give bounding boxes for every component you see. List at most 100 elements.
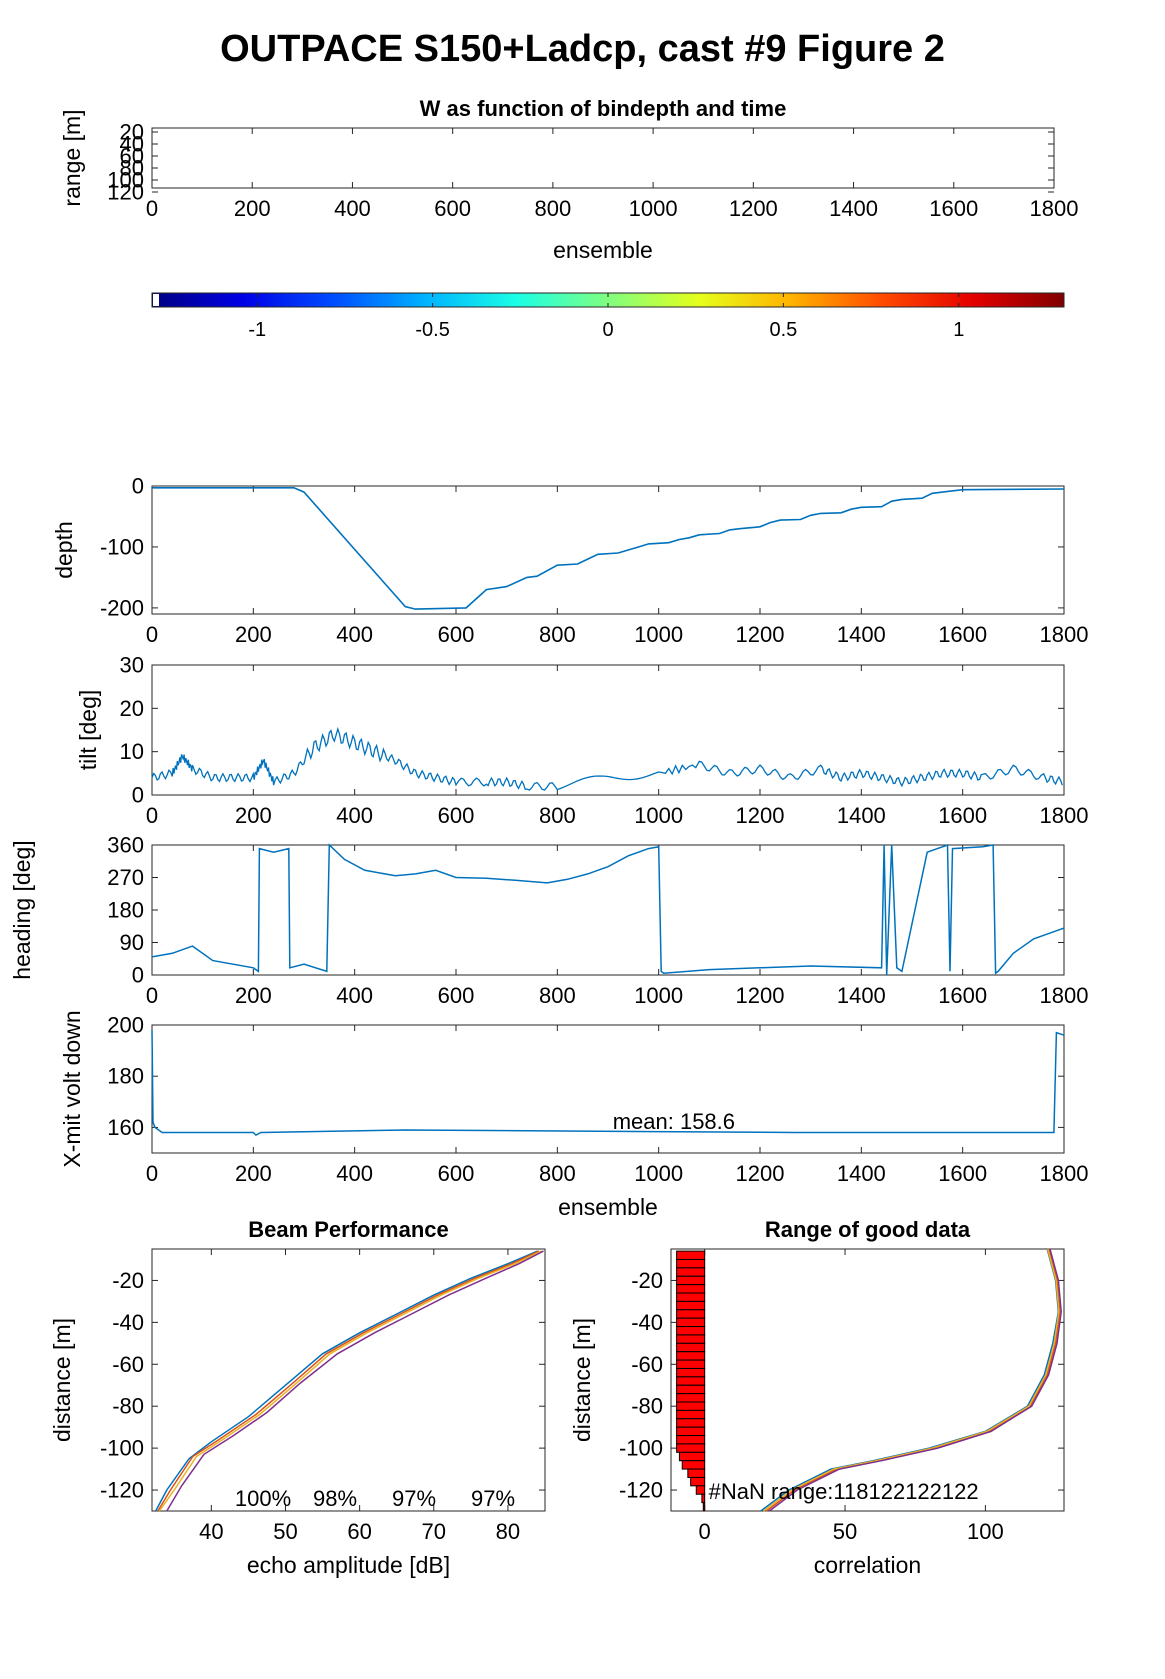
tilt-xtick-label: 800 [539, 803, 576, 828]
range_good_data-ytick-label: -80 [631, 1394, 663, 1419]
colorbar-tick-label: 0 [602, 319, 613, 341]
w_image-xtick-label: 400 [334, 196, 371, 221]
tilt-series-line [151, 726, 1063, 791]
good-data-bar [676, 1326, 706, 1336]
good-data-bar [676, 1443, 706, 1453]
tilt-xtick-label: 1600 [938, 803, 987, 828]
good-data-bar [676, 1393, 706, 1403]
range_good_data-ylabel: distance [m] [569, 1318, 595, 1442]
heading-xtick-label: 1400 [837, 983, 886, 1008]
w_image-ytick-label: 80 [120, 156, 144, 181]
heading-xtick-label: 0 [146, 983, 158, 1008]
good-data-bar [676, 1250, 706, 1260]
good-data-bar [676, 1359, 706, 1369]
tilt-ytick-label: 10 [120, 739, 144, 764]
beam-percent-label-1: 100% [235, 1486, 291, 1511]
good-data-bar [676, 1292, 706, 1302]
xmit_volt-xtick-label: 1000 [634, 1161, 683, 1186]
w_image-xtick-label: 1600 [929, 196, 978, 221]
range_good_data-xtick-label: 50 [833, 1519, 857, 1544]
beam_performance-ylabel: distance [m] [49, 1318, 75, 1442]
depth-xtick-label: 400 [336, 622, 373, 647]
good-data-bar [681, 1460, 706, 1470]
xmit-mean-annotation: mean: 158.6 [613, 1109, 735, 1134]
good-data-bar [676, 1300, 706, 1311]
beam_performance-xtick-label: 80 [496, 1519, 520, 1544]
good-data-bar [676, 1284, 706, 1294]
tilt-ytick-label: 0 [132, 783, 144, 808]
depth-plot-area [151, 485, 1065, 615]
range_good_data-xlabel: correlation [814, 1552, 921, 1578]
range_good_data-ytick-label: -100 [619, 1436, 663, 1461]
range_good_data-ytick-label: -120 [619, 1478, 663, 1503]
xmit_volt-xlabel: ensemble [558, 1194, 658, 1220]
good-data-bar [676, 1351, 706, 1361]
nan-range-annotation: #NaN range:118122122122 [709, 1479, 979, 1504]
good-data-bar [676, 1435, 706, 1445]
beam-percent-label-3: 97% [392, 1486, 436, 1511]
w_image-ytick-label: 100 [107, 168, 144, 193]
w_image-xlabel: ensemble [553, 237, 653, 263]
heading-xtick-label: 400 [336, 983, 373, 1008]
w_image-xtick-label: 1400 [829, 196, 878, 221]
beam-series-4 [166, 1250, 544, 1512]
colorbar-tick-label: 0.5 [769, 319, 797, 341]
w_image-xtick-label: 1200 [729, 196, 778, 221]
depth-xtick-label: 200 [235, 622, 272, 647]
colorbar-tick-label: -1 [248, 319, 266, 341]
colorbar-tick-label: -0.5 [415, 319, 449, 341]
heading-ytick-label: 90 [120, 930, 144, 955]
beam_performance-ytick-label: -120 [100, 1478, 144, 1503]
depth-xtick-label: 600 [438, 622, 475, 647]
xmit-series-line [151, 1030, 1065, 1137]
w_image-ytick-label: 120 [107, 180, 144, 205]
depth-ylabel: depth [51, 521, 77, 579]
good-data-bar [676, 1342, 706, 1353]
xmit_volt-xtick-label: 800 [539, 1161, 576, 1186]
beam-series-2 [157, 1250, 540, 1512]
xmit_volt-xtick-label: 0 [146, 1161, 158, 1186]
heading-xtick-label: 200 [235, 983, 272, 1008]
good-data-bar [676, 1401, 706, 1411]
beam_performance-xtick-label: 50 [273, 1519, 297, 1544]
tilt-ylabel: tilt [deg] [75, 690, 101, 771]
heading-xtick-label: 1800 [1040, 983, 1089, 1008]
xmit_volt-plot-area [151, 1024, 1065, 1154]
range_good_data-xtick-label: 0 [699, 1519, 711, 1544]
tilt-xtick-label: 600 [438, 803, 475, 828]
good-data-bar [701, 1493, 706, 1504]
beam_performance-xtick-label: 70 [422, 1519, 446, 1544]
good-data-bar [678, 1451, 706, 1462]
tilt-xtick-label: 1800 [1040, 803, 1089, 828]
w_image-title: W as function of bindepth and time [420, 96, 787, 121]
beam_performance-ytick-label: -80 [112, 1394, 144, 1419]
range_good_data-ytick-label: -20 [631, 1268, 663, 1293]
heading-ytick-label: 270 [107, 865, 144, 890]
figure-title: OUTPACE S150+Ladcp, cast #9 Figure 2 [220, 28, 945, 70]
beam_performance-ytick-label: -100 [100, 1436, 144, 1461]
w_image-xtick-label: 200 [234, 196, 271, 221]
w_image-xtick-label: 800 [535, 196, 572, 221]
tilt-xtick-label: 1000 [634, 803, 683, 828]
depth-xtick-label: 1000 [634, 622, 683, 647]
beam-series-1 [155, 1250, 538, 1512]
good-data-bar [676, 1418, 706, 1428]
xmit_volt-ylabel: X-mit volt down [59, 1010, 85, 1167]
beam_performance-ytick-label: -40 [112, 1310, 144, 1335]
depth-ytick-label: -100 [100, 534, 144, 559]
w_image-ytick-label: 20 [120, 120, 144, 145]
tilt-ytick-label: 20 [120, 696, 144, 721]
heading-xtick-label: 1000 [634, 983, 683, 1008]
range_good_data-ytick-label: -40 [631, 1310, 663, 1335]
xmit_volt-ytick-label: 160 [107, 1115, 144, 1140]
beam-series-3 [158, 1250, 542, 1512]
tilt-ytick-label: 30 [120, 653, 144, 678]
tilt-xtick-label: 1200 [736, 803, 785, 828]
good-data-bar [676, 1317, 706, 1328]
w_image-xtick-label: 1000 [629, 196, 678, 221]
range_good_data-plot-area [670, 1248, 1065, 1512]
depth-xtick-label: 0 [146, 622, 158, 647]
depth-xtick-label: 800 [539, 622, 576, 647]
good-data-bar [676, 1367, 706, 1378]
